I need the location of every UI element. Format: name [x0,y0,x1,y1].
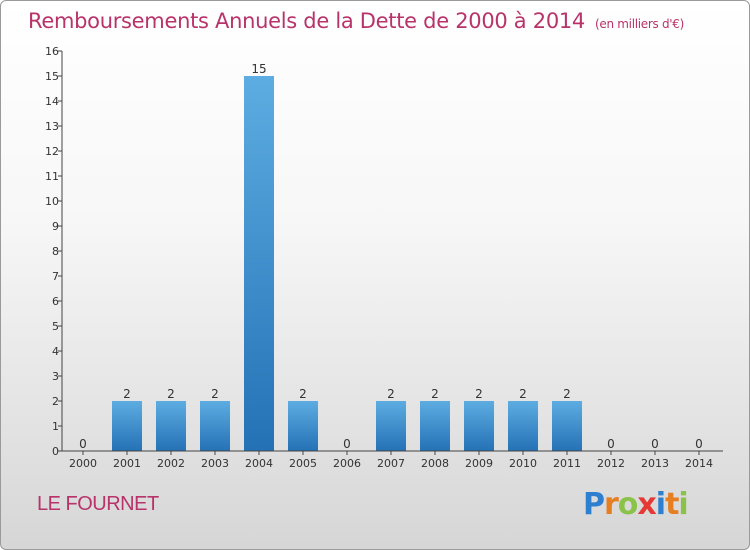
x-tick-label: 2002 [157,457,185,470]
x-tick-label: 2011 [553,457,581,470]
bar [376,401,406,451]
y-tick-label: 15 [45,70,59,83]
data-label: 2 [123,387,131,401]
data-label: 2 [519,387,527,401]
bar [112,401,142,451]
x-tick-label: 2009 [465,457,493,470]
data-label: 0 [79,437,87,451]
y-tick-label: 4 [52,345,59,358]
x-tick-label: 2003 [201,457,229,470]
bar [200,401,230,451]
data-label: 2 [431,387,439,401]
data-label: 0 [695,437,703,451]
data-label: 2 [167,387,175,401]
bar [244,76,274,451]
y-tick-label: 13 [45,120,59,133]
logo-letter: r [604,487,619,522]
data-label: 2 [299,387,307,401]
logo-letter: t [665,487,679,522]
proxiti-logo: Proxiti [583,487,689,522]
y-tick-label: 8 [52,245,59,258]
x-tick-label: 2008 [421,457,449,470]
logo-letter: o [617,487,639,522]
x-tick-label: 2006 [333,457,361,470]
x-tick-label: 2004 [245,457,273,470]
logo-letter: P [583,487,605,522]
y-tick-label: 6 [52,295,59,308]
y-tick-label: 0 [52,445,59,458]
x-tick-label: 2001 [113,457,141,470]
bar [420,401,450,451]
y-tick-label: 9 [52,220,59,233]
y-tick-label: 16 [45,45,59,58]
y-tick-label: 3 [52,370,59,383]
logo-letter: i [678,487,688,522]
x-tick-label: 2010 [509,457,537,470]
y-tick-label: 14 [45,95,59,108]
y-tick-label: 2 [52,395,59,408]
y-tick-label: 11 [45,170,59,183]
unit-note: (en milliers d'€) [595,17,685,31]
bar [464,401,494,451]
y-tick-label: 12 [45,145,59,158]
y-tick-label: 7 [52,270,59,283]
data-label: 15 [251,62,266,76]
y-tick-label: 1 [52,420,59,433]
x-tick-label: 2012 [597,457,625,470]
commune-name: LE FOURNET [37,493,159,515]
x-tick-label: 2014 [685,457,713,470]
data-label: 2 [211,387,219,401]
bar [508,401,538,451]
data-label: 0 [607,437,615,451]
x-tick-label: 2007 [377,457,405,470]
y-tick-label: 5 [52,320,59,333]
bar [288,401,318,451]
data-label: 0 [651,437,659,451]
chart-title: Remboursements Annuels de la Dette de 20… [28,9,684,33]
data-label: 0 [343,437,351,451]
logo-letter: x [637,487,656,522]
bar [552,401,582,451]
data-label: 2 [387,387,395,401]
data-label: 2 [563,387,571,401]
x-tick-label: 2013 [641,457,669,470]
x-tick-label: 2000 [69,457,97,470]
data-label: 2 [475,387,483,401]
y-tick-label: 10 [45,195,59,208]
bar [156,401,186,451]
chart-title-text: Remboursements Annuels de la Dette de 20… [28,9,585,33]
logo-letter: i [655,487,666,522]
x-tick-label: 2005 [289,457,317,470]
